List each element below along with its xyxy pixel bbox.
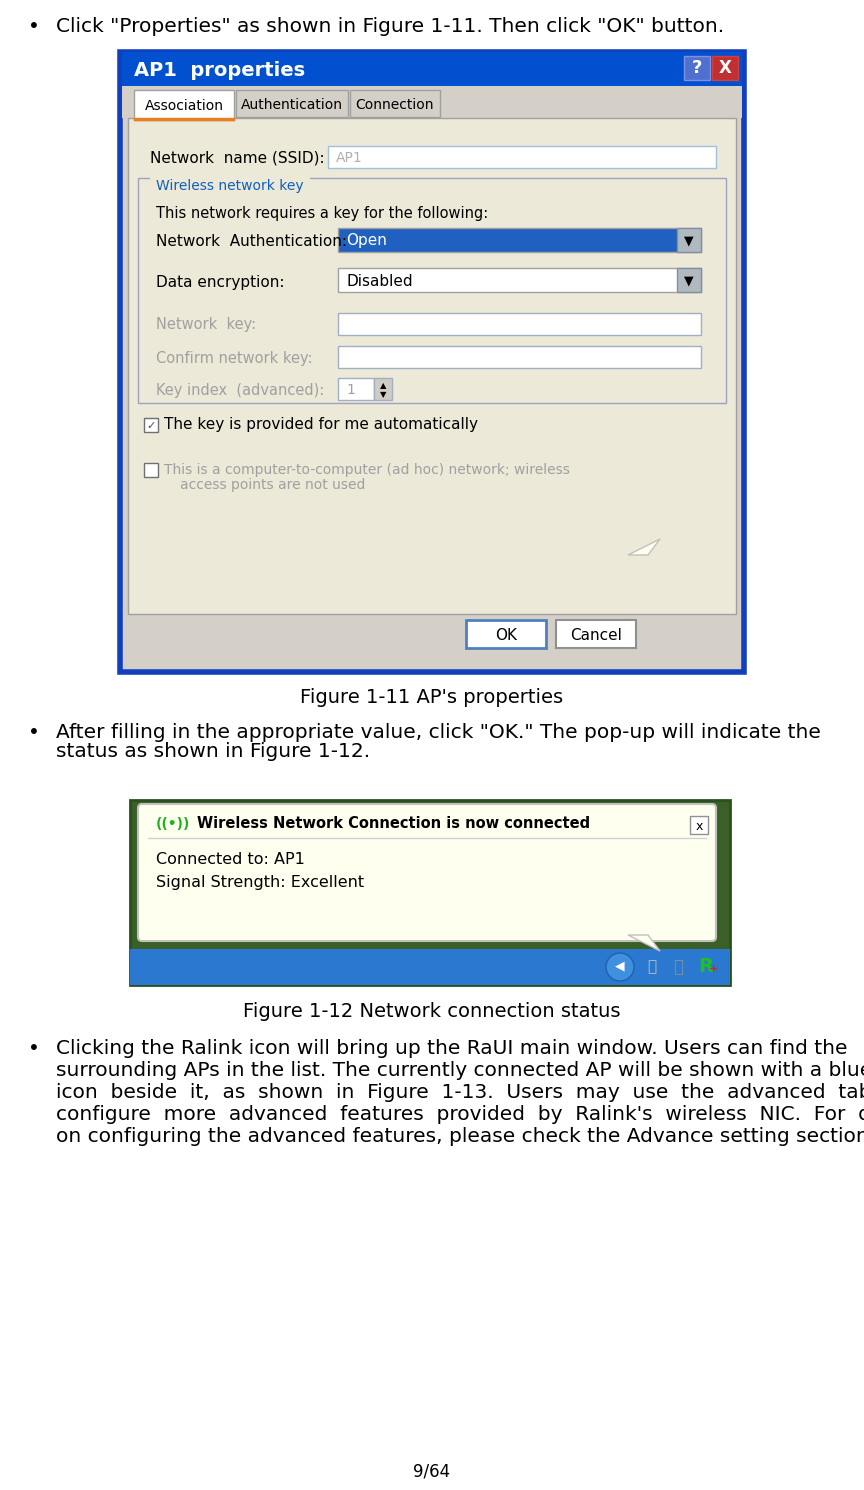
Text: ?: ? (692, 60, 702, 77)
Bar (466, 620, 546, 648)
Bar (122, 52, 742, 86)
Bar (677, 268, 701, 292)
Text: Clicking the Ralink icon will bring up the RaUI main window. Users can find the: Clicking the Ralink icon will bring up t… (56, 1040, 848, 1058)
Text: Figure 1-11 AP's properties: Figure 1-11 AP's properties (301, 688, 563, 706)
Text: ▼: ▼ (684, 274, 694, 288)
Text: 🖥: 🖥 (673, 958, 683, 976)
Bar (144, 419, 158, 432)
Text: This is a computer-to-computer (ad hoc) network; wireless: This is a computer-to-computer (ad hoc) … (164, 463, 570, 477)
Text: Click "Properties" as shown in Figure 1-11. Then click "OK" button.: Click "Properties" as shown in Figure 1-… (56, 18, 724, 36)
Circle shape (606, 954, 634, 980)
Text: status as shown in Figure 1-12.: status as shown in Figure 1-12. (56, 742, 370, 761)
Text: After filling in the appropriate value, click "OK." The pop-up will indicate the: After filling in the appropriate value, … (56, 723, 821, 742)
Text: +: + (709, 964, 719, 974)
Text: Wireless Network Connection is now connected: Wireless Network Connection is now conne… (197, 817, 590, 831)
Text: R: R (698, 958, 714, 976)
Bar (236, 89, 348, 118)
Text: ◀: ◀ (615, 960, 625, 973)
Text: ▼: ▼ (684, 234, 694, 247)
Text: icon  beside  it,  as  shown  in  Figure  1-13.  Users  may  use  the  advanced : icon beside it, as shown in Figure 1-13.… (56, 1083, 864, 1103)
Bar (338, 228, 701, 252)
Bar (122, 86, 742, 118)
Text: 9/64: 9/64 (414, 1463, 450, 1481)
Bar (144, 463, 158, 477)
Text: Data encryption:: Data encryption: (156, 274, 284, 289)
Text: AP1  properties: AP1 properties (134, 61, 305, 79)
Text: Signal Strength: Excellent: Signal Strength: Excellent (156, 875, 364, 890)
Text: Cancel: Cancel (570, 627, 622, 642)
Bar (684, 57, 710, 80)
Text: surrounding APs in the list. The currently connected AP will be shown with a blu: surrounding APs in the list. The current… (56, 1061, 864, 1080)
Bar (128, 118, 736, 614)
Bar (556, 620, 636, 648)
Polygon shape (628, 936, 660, 951)
Text: Association: Association (144, 98, 224, 113)
Text: access points are not used: access points are not used (180, 478, 365, 492)
Bar (130, 800, 730, 985)
Bar (712, 57, 738, 80)
Bar (374, 378, 392, 399)
Text: Network  key:: Network key: (156, 317, 256, 332)
Text: Figure 1-12 Network connection status: Figure 1-12 Network connection status (244, 1001, 620, 1021)
Text: •: • (28, 723, 40, 742)
Bar (677, 228, 701, 252)
Text: Confirm network key:: Confirm network key: (156, 350, 313, 365)
Text: AP1: AP1 (336, 150, 363, 165)
Text: Connected to: AP1: Connected to: AP1 (156, 852, 305, 867)
FancyBboxPatch shape (138, 805, 716, 942)
Bar (338, 313, 701, 335)
Text: This network requires a key for the following:: This network requires a key for the foll… (156, 206, 488, 221)
Text: The key is provided for me automatically: The key is provided for me automatically (164, 417, 478, 432)
Text: Wireless network key: Wireless network key (156, 179, 303, 194)
Text: Open: Open (346, 234, 387, 249)
Text: OK: OK (495, 627, 517, 642)
Text: Disabled: Disabled (346, 274, 413, 289)
Bar (338, 268, 701, 292)
Text: •: • (28, 18, 40, 36)
Bar (338, 378, 374, 399)
Bar (690, 817, 708, 834)
Bar (130, 949, 730, 985)
Text: ✓: ✓ (146, 422, 156, 431)
Text: Network  name (SSID):: Network name (SSID): (150, 150, 325, 165)
Text: •: • (28, 1040, 40, 1058)
Text: 1: 1 (346, 383, 355, 396)
Text: on configuring the advanced features, please check the Advance setting section.: on configuring the advanced features, pl… (56, 1128, 864, 1146)
Bar (328, 146, 716, 168)
Polygon shape (628, 539, 660, 554)
Text: Connection: Connection (356, 98, 435, 112)
Text: X: X (719, 60, 732, 77)
Bar (350, 89, 440, 118)
Text: 🔊: 🔊 (647, 960, 657, 974)
Bar (120, 52, 744, 672)
Text: x: x (696, 820, 702, 833)
Bar (138, 177, 726, 402)
Bar (338, 346, 701, 368)
Text: ((•)): ((•)) (156, 817, 190, 831)
Text: Network  Authentication:: Network Authentication: (156, 234, 347, 249)
Text: ▲: ▲ (380, 381, 386, 390)
Text: Key index  (advanced):: Key index (advanced): (156, 383, 324, 398)
Text: configure  more  advanced  features  provided  by  Ralink's  wireless  NIC.  For: configure more advanced features provide… (56, 1106, 864, 1125)
Text: ▼: ▼ (380, 390, 386, 399)
Text: Authentication: Authentication (241, 98, 343, 112)
Bar (150, 170, 310, 183)
Bar (134, 89, 234, 121)
